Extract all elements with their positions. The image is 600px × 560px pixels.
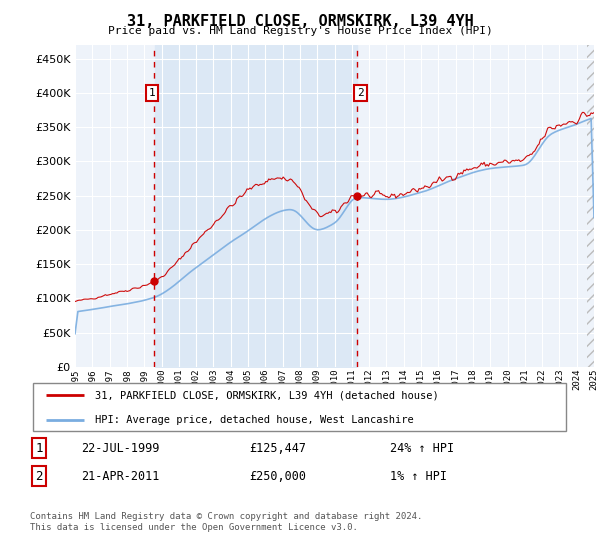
Text: £125,447: £125,447 <box>249 441 306 455</box>
Text: Contains HM Land Registry data © Crown copyright and database right 2024.
This d: Contains HM Land Registry data © Crown c… <box>30 512 422 532</box>
Text: 1% ↑ HPI: 1% ↑ HPI <box>390 469 447 483</box>
Text: 1: 1 <box>149 88 155 98</box>
Text: HPI: Average price, detached house, West Lancashire: HPI: Average price, detached house, West… <box>95 414 413 424</box>
Text: 24% ↑ HPI: 24% ↑ HPI <box>390 441 454 455</box>
Text: 2: 2 <box>357 88 364 98</box>
Text: Price paid vs. HM Land Registry's House Price Index (HPI): Price paid vs. HM Land Registry's House … <box>107 26 493 36</box>
Text: 21-APR-2011: 21-APR-2011 <box>81 469 160 483</box>
Text: £250,000: £250,000 <box>249 469 306 483</box>
Text: 31, PARKFIELD CLOSE, ORMSKIRK, L39 4YH (detached house): 31, PARKFIELD CLOSE, ORMSKIRK, L39 4YH (… <box>95 390 439 400</box>
Text: 22-JUL-1999: 22-JUL-1999 <box>81 441 160 455</box>
Text: 2: 2 <box>35 469 43 483</box>
Text: 1: 1 <box>35 441 43 455</box>
FancyBboxPatch shape <box>33 384 566 431</box>
Text: 31, PARKFIELD CLOSE, ORMSKIRK, L39 4YH: 31, PARKFIELD CLOSE, ORMSKIRK, L39 4YH <box>127 14 473 29</box>
